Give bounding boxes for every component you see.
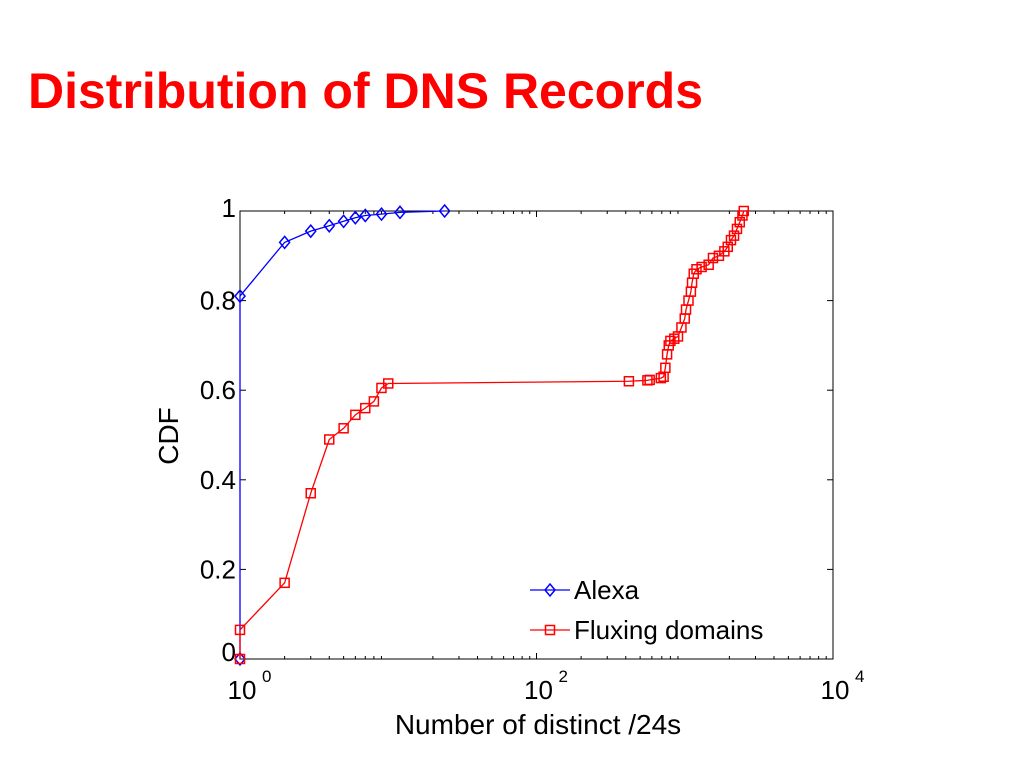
y-tick-label: 1	[222, 193, 236, 223]
axes: 0 0.2 0.4 0.6 0.8 1 10 0 10 2 10 4	[200, 193, 865, 705]
fluxing-point	[738, 205, 749, 217]
alexa-point	[323, 218, 336, 233]
alexa-point	[394, 205, 406, 220]
slide-title: Distribution of DNS Records	[28, 63, 704, 119]
alexa-series	[234, 203, 451, 667]
fluxing-point	[383, 378, 394, 389]
fluxing-point	[338, 423, 349, 434]
fluxing-point	[722, 241, 733, 253]
legend-item-fluxing: Fluxing domains	[530, 615, 763, 645]
y-tick-label: 0.4	[200, 465, 236, 495]
fluxing-point	[234, 653, 246, 665]
alexa-line	[239, 210, 445, 659]
alexa-point	[304, 223, 317, 239]
y-tick-label: 0.8	[200, 286, 236, 316]
fluxing-point	[731, 223, 743, 235]
alexa-point	[438, 203, 451, 219]
fluxing-point	[305, 487, 316, 499]
alexa-point	[544, 582, 556, 598]
fluxing-point	[660, 362, 671, 374]
fluxing-point	[734, 216, 746, 228]
alexa-point	[234, 288, 246, 304]
fluxing-series	[234, 205, 749, 665]
x-tick-exponent: 4	[855, 667, 864, 686]
x-tick-exponent: 0	[262, 667, 271, 686]
x-tick-label: 10 2	[524, 667, 568, 705]
y-axis-label: CDF	[153, 407, 184, 465]
x-axis-label: Number of distinct /24s	[395, 709, 681, 740]
alexa-point	[337, 214, 350, 229]
fluxing-point	[324, 434, 335, 445]
x-tick-base: 10	[228, 675, 257, 705]
legend-label: Fluxing domains	[574, 615, 763, 645]
alexa-point	[375, 206, 388, 222]
alexa-point	[349, 210, 362, 225]
fluxing-point	[350, 409, 361, 421]
y-tick-label: 0.2	[200, 554, 236, 584]
fluxing-point	[707, 252, 719, 264]
legend: Alexa Fluxing domains	[530, 575, 763, 645]
x-tick-label: 10 0	[228, 667, 272, 705]
legend-item-alexa: Alexa	[530, 575, 640, 605]
fluxing-line	[239, 210, 745, 659]
fluxing-point	[360, 402, 371, 414]
fluxing-point	[728, 230, 740, 241]
fluxing-point	[644, 374, 655, 386]
alexa-point	[278, 235, 291, 250]
legend-label: Alexa	[574, 575, 640, 605]
fluxing-point	[669, 333, 680, 344]
x-tick-label: 10 4	[821, 667, 865, 705]
x-tick-base: 10	[524, 675, 553, 705]
fluxing-point	[544, 624, 556, 636]
alexa-point	[359, 208, 372, 223]
y-tick-label: 0.6	[200, 375, 236, 405]
x-tick-base: 10	[821, 675, 850, 705]
fluxing-point	[234, 624, 246, 636]
fluxing-point	[623, 375, 635, 387]
fluxing-point	[655, 372, 667, 384]
fluxing-point	[368, 396, 380, 407]
series-layer	[234, 203, 749, 667]
x-tick-exponent: 2	[559, 667, 568, 686]
y-tick-label: 0	[222, 637, 236, 667]
alexa-point	[234, 651, 246, 667]
fluxing-point	[279, 577, 290, 589]
fluxing-point	[696, 261, 707, 273]
